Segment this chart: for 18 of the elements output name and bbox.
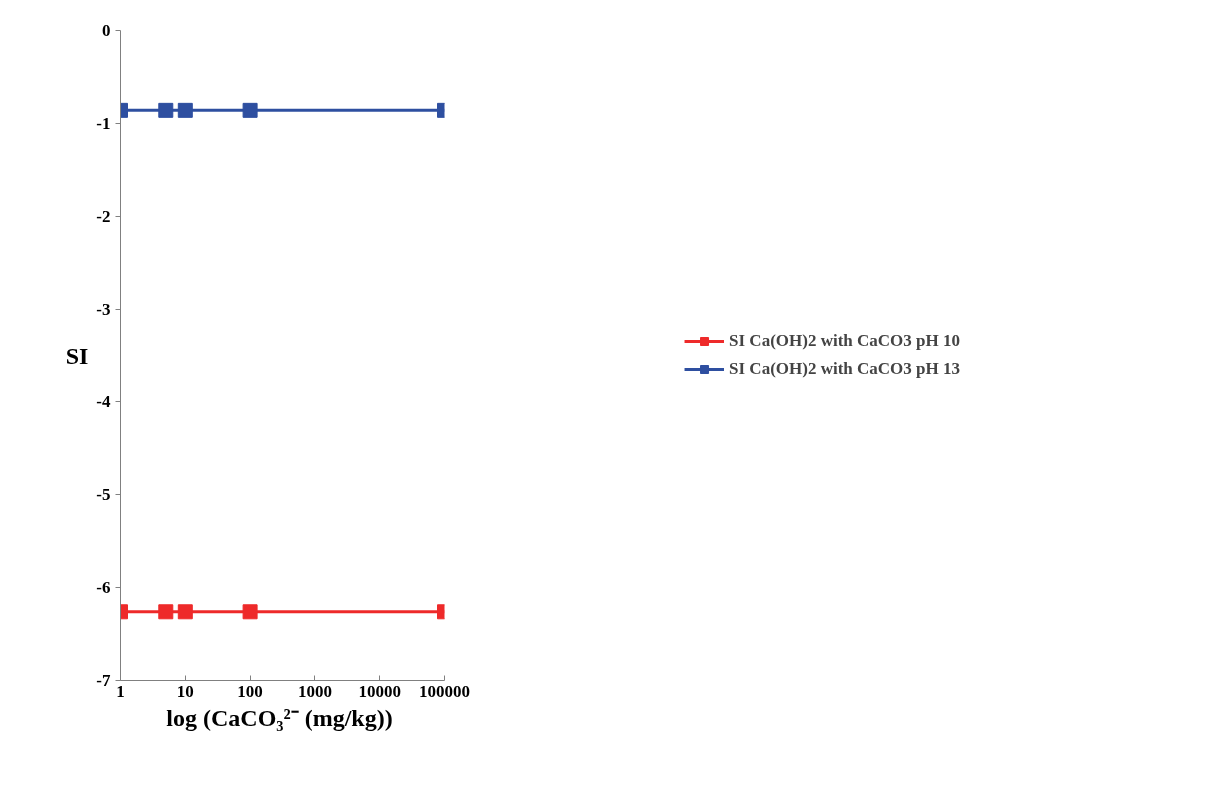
y-tick-label: -4 xyxy=(96,392,111,412)
x-tick-label: 100 xyxy=(237,681,263,701)
x-tick-label: 100000 xyxy=(419,681,470,701)
x-tick-label: 10 xyxy=(176,681,194,701)
legend-label: SI Ca(OH)2 with CaCO3 pH 10 xyxy=(729,331,960,351)
x-tick-label: 10000 xyxy=(358,681,401,701)
y-tick-label: -3 xyxy=(96,299,111,319)
y-tick-label: -7 xyxy=(96,671,111,690)
y-axis-title: SI xyxy=(65,342,89,369)
y-tick-label: -1 xyxy=(96,113,111,133)
y-tick-label: -2 xyxy=(96,206,111,226)
y-tick-label: -6 xyxy=(96,578,111,598)
x-tick-label: 1 xyxy=(116,681,125,701)
x-tick-label: 1000 xyxy=(297,681,332,701)
x-axis-title: log (CaCO₃²⁻ (mg/kg)) xyxy=(166,704,393,731)
y-tick-label: -5 xyxy=(96,485,111,505)
y-tick-label: 0 xyxy=(102,21,111,40)
legend-label: SI Ca(OH)2 with CaCO3 pH 13 xyxy=(729,359,960,379)
